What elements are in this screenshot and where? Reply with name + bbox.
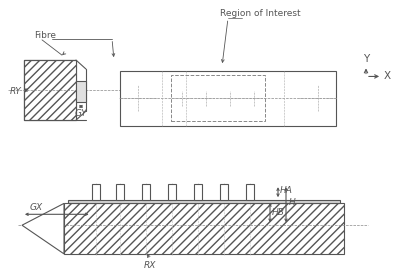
Bar [168, 184, 176, 200]
Text: HB: HB [272, 208, 285, 217]
Text: Region of Interest: Region of Interest [220, 9, 300, 18]
Bar [142, 184, 150, 200]
Bar [246, 184, 254, 200]
Text: X: X [384, 72, 391, 81]
Bar [68, 200, 340, 203]
Text: RX: RX [144, 261, 156, 270]
Text: GY: GY [75, 109, 87, 118]
Text: Y: Y [363, 54, 369, 64]
Text: Fibre: Fibre [34, 31, 56, 40]
Polygon shape [22, 203, 64, 254]
Text: H: H [289, 198, 296, 206]
Bar [116, 184, 124, 200]
Bar [220, 184, 228, 200]
Bar [64, 203, 344, 254]
Bar [76, 81, 86, 102]
Bar [171, 75, 265, 121]
Bar [120, 71, 336, 126]
Bar [194, 184, 202, 200]
Polygon shape [24, 60, 76, 120]
Text: RY: RY [10, 87, 22, 96]
Bar [24, 60, 76, 120]
Text: HA: HA [280, 186, 293, 195]
Text: GX: GX [30, 203, 43, 212]
Bar [92, 184, 100, 200]
